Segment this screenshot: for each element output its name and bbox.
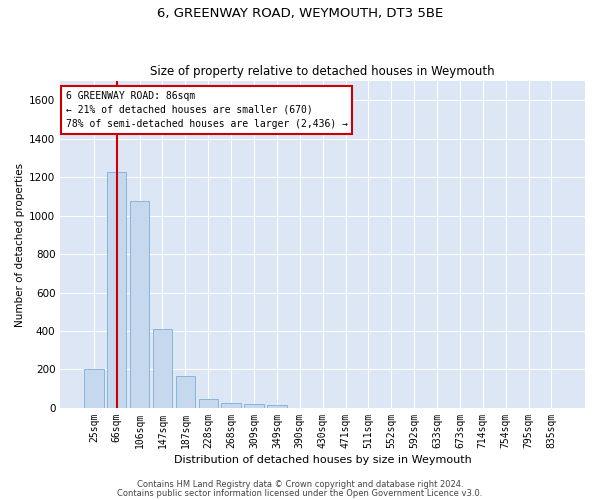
Bar (199, 400, 218, 408)
Y-axis label: Number of detached properties: Number of detached properties (15, 162, 25, 326)
Title: Size of property relative to detached houses in Weymouth: Size of property relative to detached ho… (151, 66, 495, 78)
Text: 6 GREENWAY ROAD: 86sqm
← 21% of detached houses are smaller (670)
78% of semi-de: 6 GREENWAY ROAD: 86sqm ← 21% of detached… (65, 91, 347, 129)
Text: Contains public sector information licensed under the Open Government Licence v3: Contains public sector information licen… (118, 488, 482, 498)
Bar (84, 368, 104, 408)
Bar (153, 329, 172, 408)
Bar (107, 172, 127, 408)
Text: 6, GREENWAY ROAD, WEYMOUTH, DT3 5BE: 6, GREENWAY ROAD, WEYMOUTH, DT3 5BE (157, 8, 443, 20)
Bar (176, 376, 195, 408)
Bar (221, 402, 241, 408)
X-axis label: Distribution of detached houses by size in Weymouth: Distribution of detached houses by size … (174, 455, 472, 465)
Bar (244, 404, 264, 408)
Bar (267, 405, 287, 408)
Bar (130, 201, 149, 408)
Text: Contains HM Land Registry data © Crown copyright and database right 2024.: Contains HM Land Registry data © Crown c… (137, 480, 463, 489)
